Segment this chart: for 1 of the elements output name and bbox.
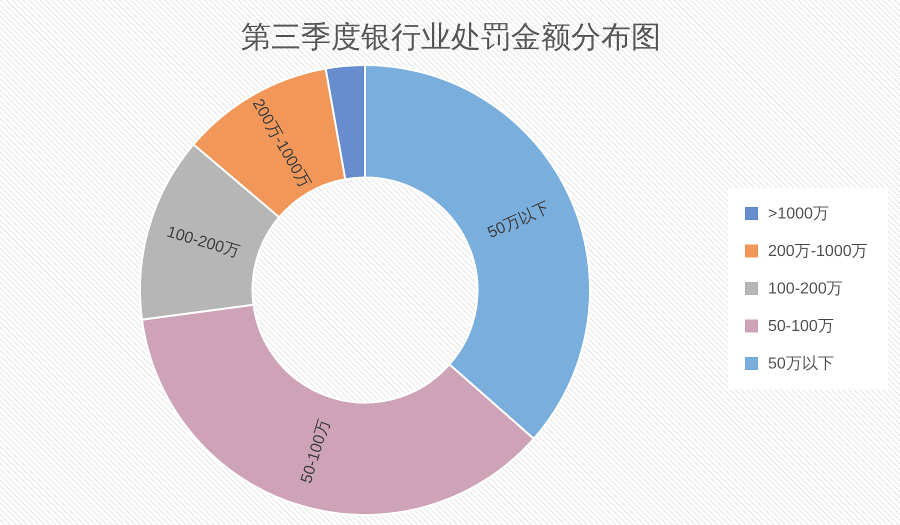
title: 第三季度银行业处罚金额分布图 — [241, 21, 661, 54]
